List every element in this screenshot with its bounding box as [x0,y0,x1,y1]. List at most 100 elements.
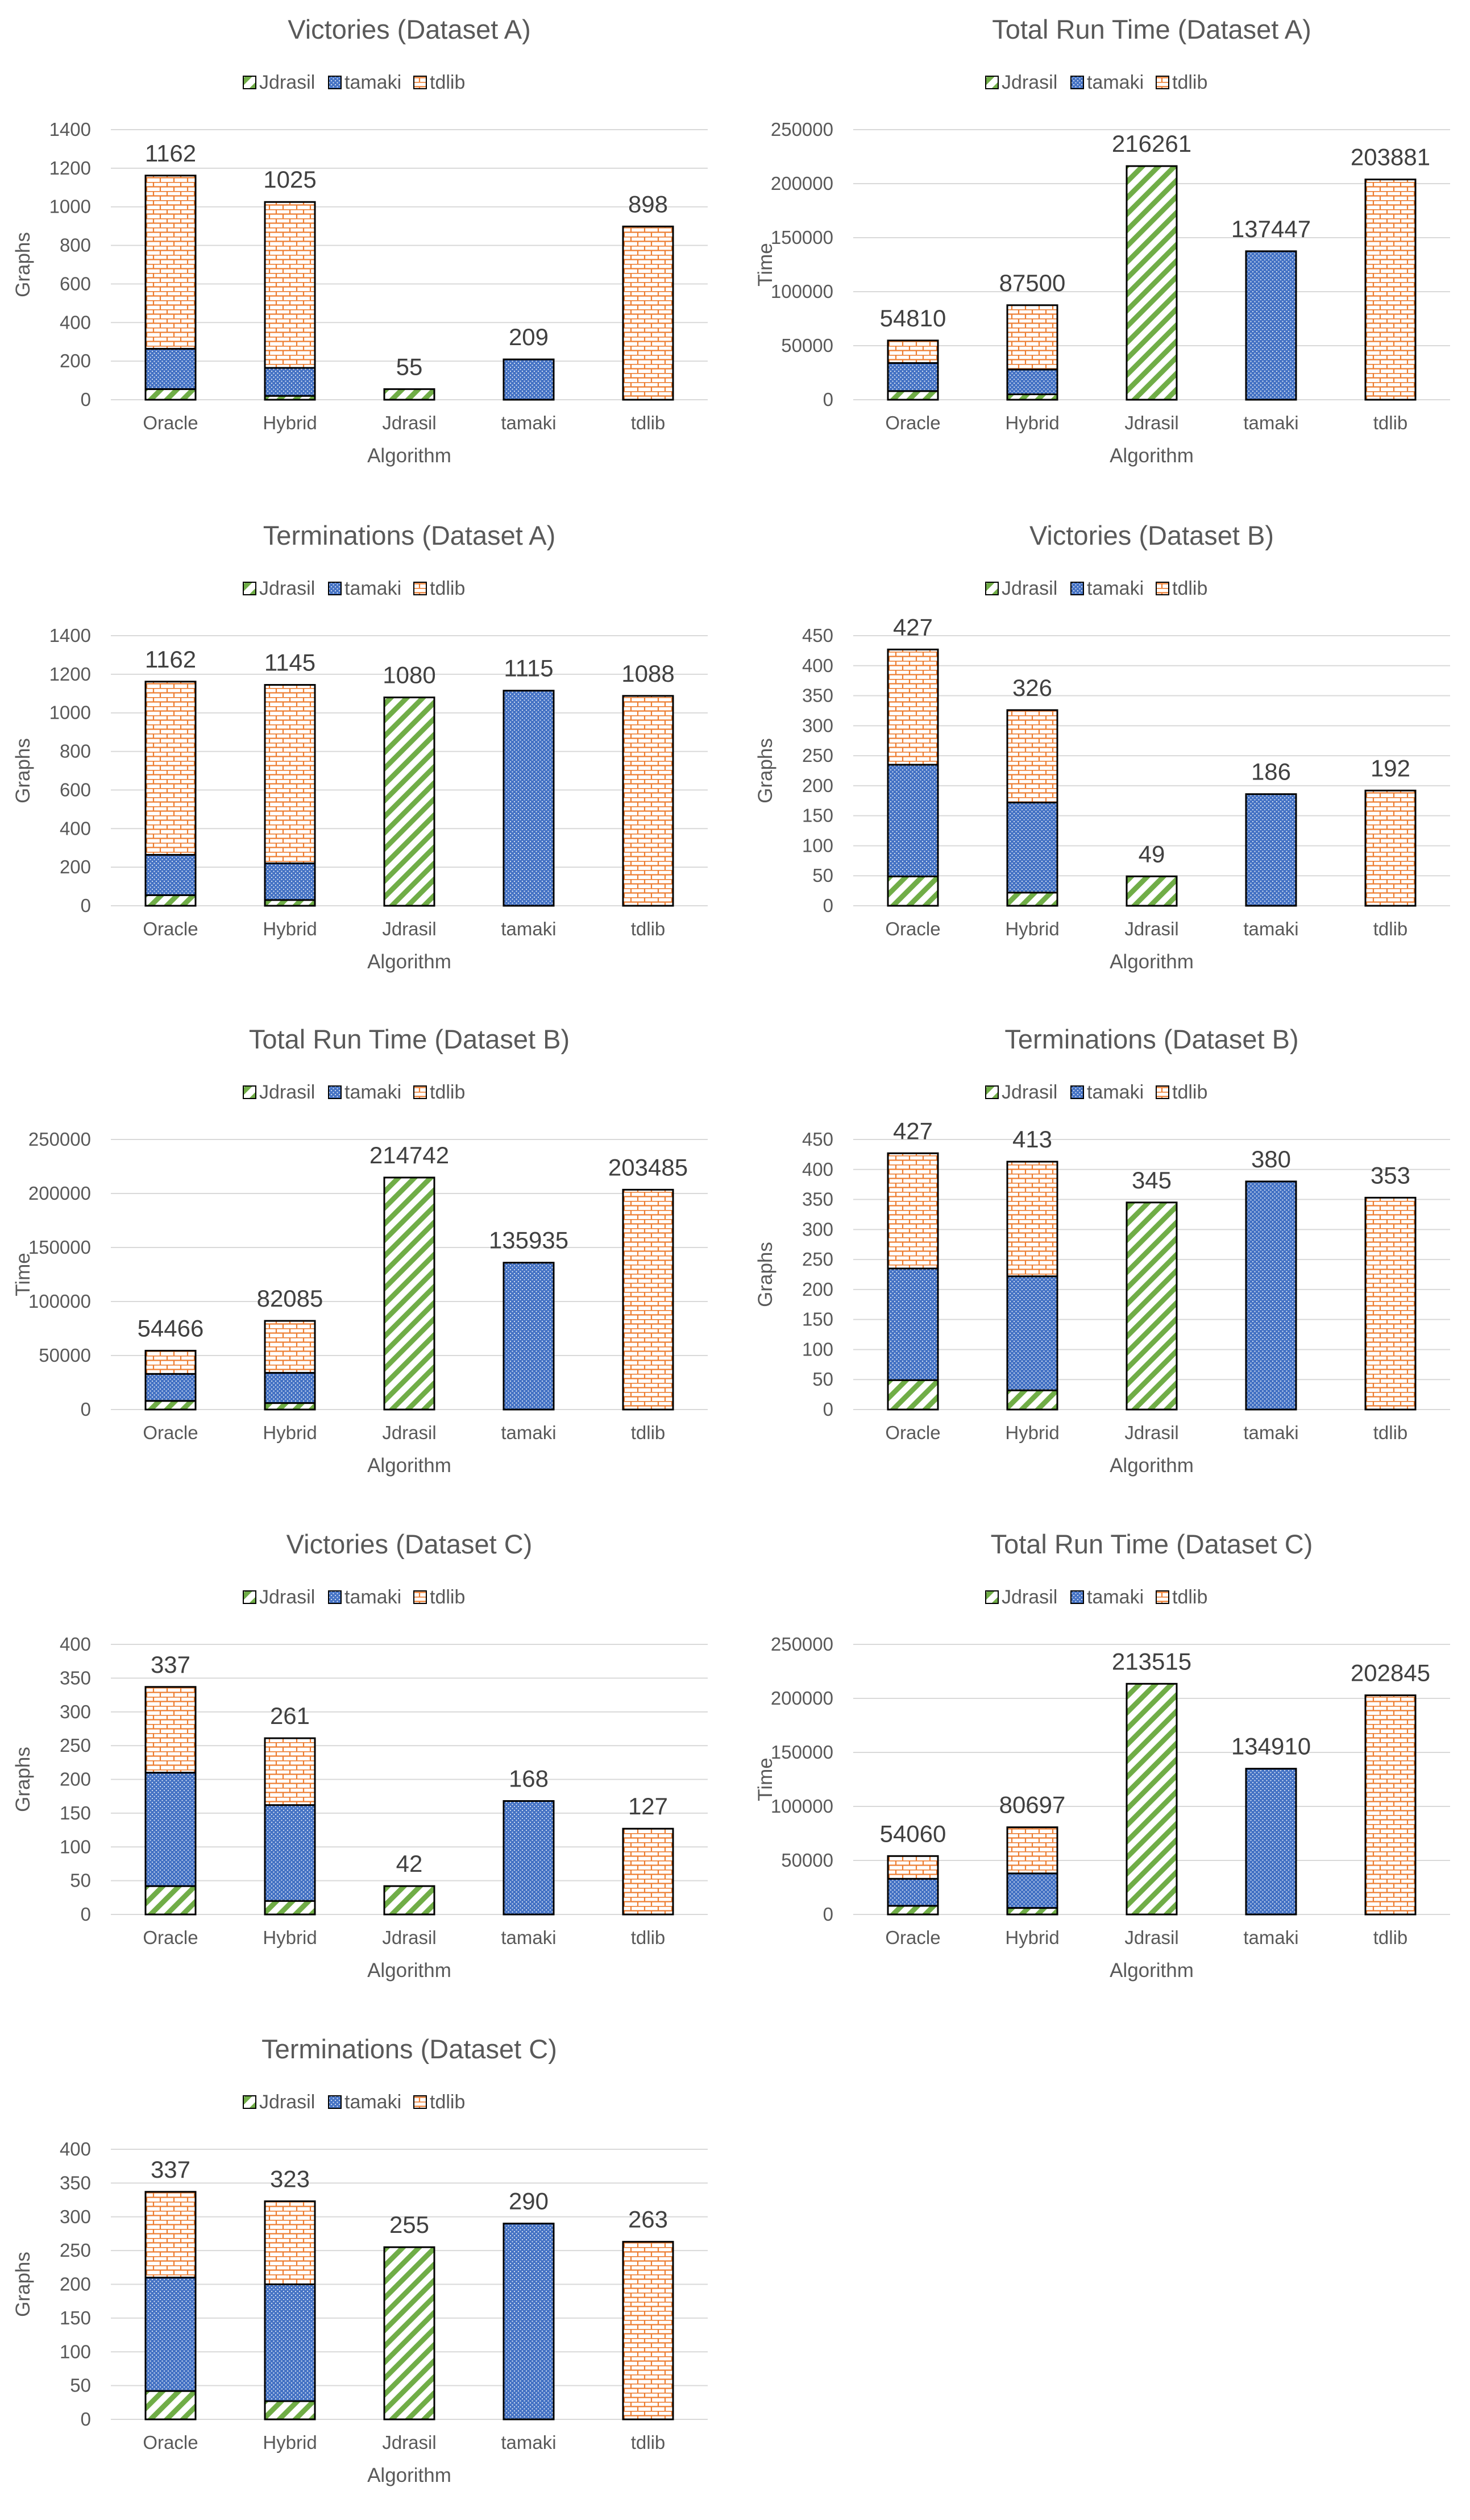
data-label: 1088 [621,660,674,687]
y-tick-label: 400 [802,1159,833,1180]
y-tick-label: 250000 [28,1129,91,1150]
y-tick-label: 0 [81,2409,91,2430]
data-label: 427 [893,1117,933,1144]
data-label: 42 [396,1850,423,1877]
y-axis-title: Time [754,1758,776,1801]
legend-swatch-jdrasil [243,582,256,595]
data-label: 898 [628,190,668,217]
legend-label-tdlib: tdlib [1172,578,1207,599]
bar-segment-jdrasil [1126,165,1178,401]
y-tick-label: 100 [802,1338,833,1360]
y-tick-label: 350 [60,1667,91,1688]
x-tick-label: tdlib [631,2432,666,2453]
y-tick-label: 1200 [49,664,91,685]
bar-segment-tdlib [264,1320,316,1374]
bar-segment-jdrasil [1006,1389,1058,1411]
bar-segment-jdrasil [1006,892,1058,907]
x-tick-label: Hybrid [1005,412,1059,433]
chart-svg: Victories (Dataset A) Jdrasil tamaki tdlib 0… [12,14,708,467]
y-tick-label: 150 [802,805,833,826]
chart-title: Victories (Dataset C) [286,1529,533,1559]
x-tick-label: tdlib [1373,1422,1408,1443]
data-label: 137447 [1231,215,1311,242]
legend-swatch-jdrasil [985,1590,999,1604]
chart-victories-a: Victories (Dataset A) Jdrasil tamaki tdlib 0… [0,0,728,500]
legend-swatch-tamaki [328,1590,342,1604]
bar-segment-jdrasil [383,1176,435,1411]
data-label: 1115 [504,655,553,682]
y-tick-label: 350 [60,2172,91,2193]
legend-label-tdlib: tdlib [430,2091,465,2113]
legend-label-jdrasil: Jdrasil [1002,72,1057,93]
chart-title: Total Run Time (Dataset A) [992,14,1311,44]
bar-segment-tdlib [1364,1694,1417,1916]
chart-title: Terminations (Dataset B) [1004,1024,1298,1054]
x-tick-label: tamaki [1243,1927,1298,1948]
legend-label-jdrasil: Jdrasil [1002,578,1057,599]
bar-segment-tdlib [622,225,674,401]
y-tick-label: 400 [60,1634,91,1655]
bar-segment-tamaki [503,690,555,907]
x-tick-label: Jdrasil [382,1422,436,1443]
bar-segment-tamaki [503,358,555,401]
data-label: 214742 [369,1142,449,1168]
data-label: 192 [1371,755,1410,781]
x-tick-label: tdlib [1373,412,1408,433]
chart-title: Total Run Time (Dataset B) [249,1024,570,1054]
y-tick-label: 450 [802,625,833,646]
bar-segment-jdrasil [383,2246,435,2420]
y-tick-label: 1400 [49,119,91,140]
y-tick-label: 300 [60,2206,91,2227]
y-tick-label: 1000 [49,196,91,217]
y-tick-label: 600 [60,779,91,800]
bar-segment-tamaki [264,1804,316,1902]
y-tick-label: 350 [802,685,833,706]
bar-segment-tdlib [144,1686,197,1774]
bar-segment-tamaki [144,853,197,896]
legend-swatch-tamaki [1070,76,1084,89]
chart-title: Terminations (Dataset C) [261,2034,557,2064]
legend-swatch-tdlib [1156,582,1169,595]
data-label: 263 [628,2206,668,2233]
bar-segment-tamaki [887,764,939,877]
data-label: 168 [509,1765,549,1792]
data-label: 55 [396,353,423,380]
bar-segment-tamaki [1006,368,1058,395]
bar-segment-tdlib [1006,1826,1058,1875]
legend-label-jdrasil: Jdrasil [259,2091,315,2113]
y-axis-title: Graphs [754,1242,776,1307]
bar-segment-jdrasil [264,1900,316,1916]
legend-swatch-tdlib [413,76,427,89]
data-label: 413 [1012,1126,1052,1153]
bar-segment-tdlib [1364,179,1417,401]
legend-label-tdlib: tdlib [1172,1586,1207,1608]
data-label: 337 [151,1651,190,1678]
y-axis-title: Graphs [12,232,34,297]
x-tick-label: tamaki [501,1422,556,1443]
y-tick-label: 0 [81,1904,91,1925]
y-tick-label: 450 [802,1129,833,1150]
x-tick-label: tamaki [1243,412,1298,433]
bar-segment-tdlib [887,1152,939,1270]
x-tick-label: Hybrid [1005,918,1059,939]
data-label: 134910 [1231,1733,1311,1760]
y-tick-label: 50 [812,1369,833,1390]
data-label: 323 [270,2165,310,2192]
x-tick-label: Oracle [885,412,940,433]
legend-label-tdlib: tdlib [430,72,465,93]
x-tick-label: Jdrasil [382,2432,436,2453]
y-tick-label: 200 [802,775,833,796]
legend-swatch-tdlib [413,2095,427,2109]
bar-segment-tdlib [1364,789,1417,907]
x-tick-label: tdlib [631,412,666,433]
x-axis-title: Algorithm [1110,1454,1194,1477]
legend-label-tdlib: tdlib [430,1081,465,1103]
y-axis-title: Graphs [754,738,776,803]
y-tick-label: 100 [802,835,833,856]
legend-label-tamaki: tamaki [1087,1586,1144,1608]
y-tick-label: 1200 [49,158,91,179]
x-tick-label: Jdrasil [1124,412,1178,433]
legend-label-tamaki: tamaki [1087,578,1144,599]
legend-label-tamaki: tamaki [1087,1081,1144,1103]
bar-segment-jdrasil [144,2390,197,2420]
